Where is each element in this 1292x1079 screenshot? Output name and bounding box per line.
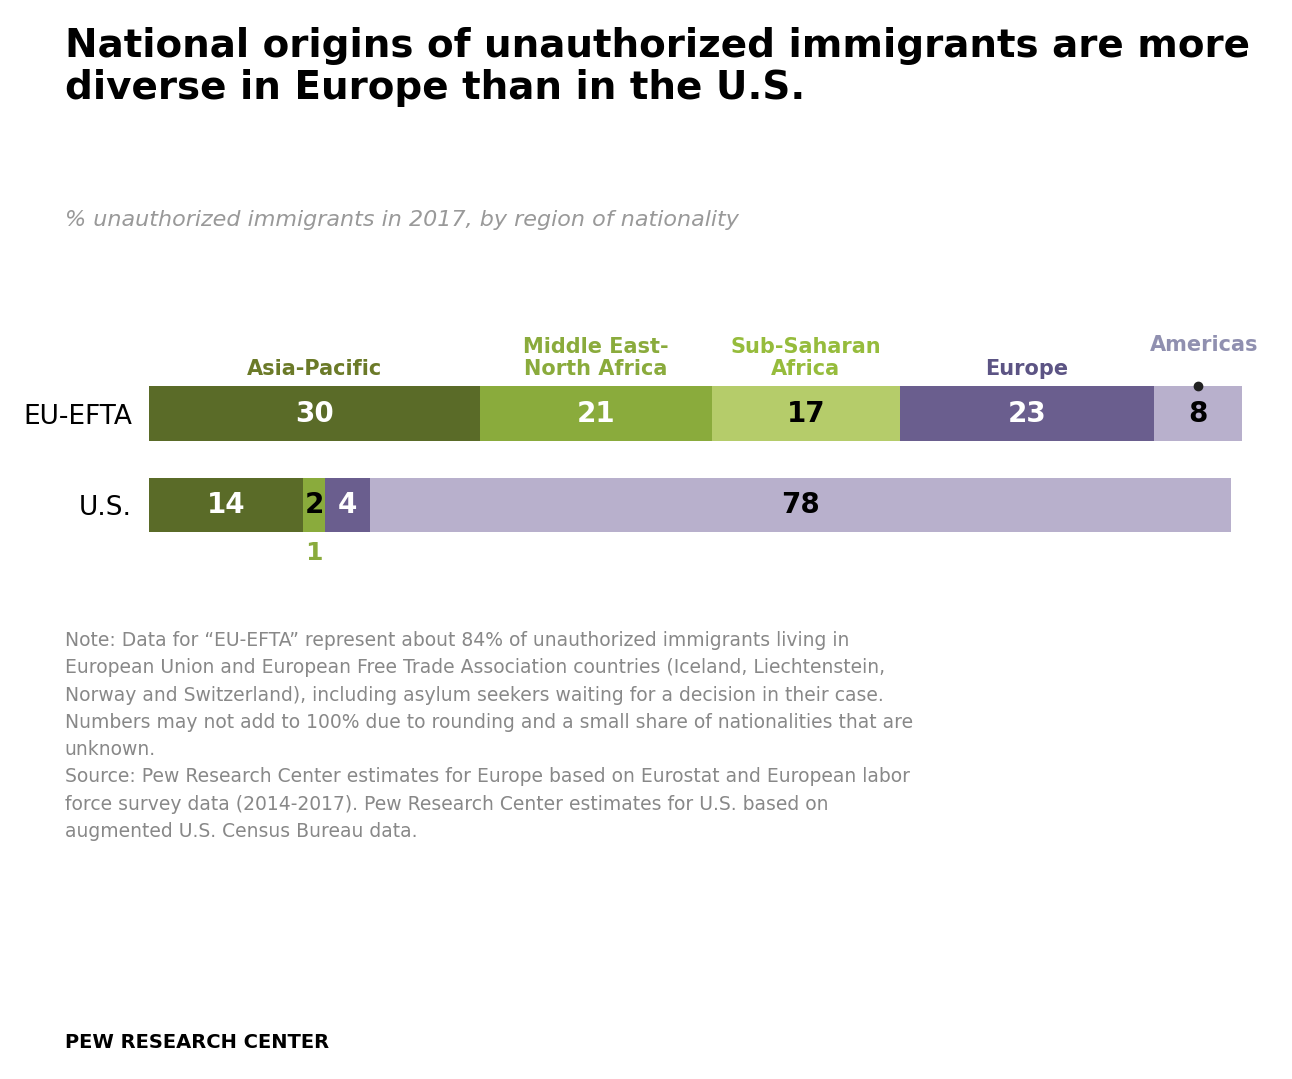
Bar — [1154, 386, 1242, 441]
Text: 14: 14 — [207, 491, 245, 519]
Text: Europe: Europe — [986, 359, 1068, 379]
Text: 8: 8 — [1189, 399, 1208, 427]
Text: 4: 4 — [337, 491, 357, 519]
Bar — [370, 478, 1231, 532]
Text: Africa: Africa — [771, 359, 840, 379]
Text: Note: Data for “EU-EFTA” represent about 84% of unauthorized immigrants living i: Note: Data for “EU-EFTA” represent about… — [65, 631, 912, 841]
Text: 23: 23 — [1008, 399, 1047, 427]
Text: % unauthorized immigrants in 2017, by region of nationality: % unauthorized immigrants in 2017, by re… — [65, 210, 739, 231]
Bar — [149, 386, 481, 441]
Bar — [712, 386, 899, 441]
Text: 2: 2 — [305, 491, 324, 519]
Text: Sub-Saharan: Sub-Saharan — [730, 337, 881, 357]
Text: National origins of unauthorized immigrants are more
diverse in Europe than in t: National origins of unauthorized immigra… — [65, 27, 1249, 108]
Bar — [304, 478, 326, 532]
Text: 21: 21 — [576, 399, 615, 427]
Text: 30: 30 — [295, 399, 333, 427]
Text: North Africa: North Africa — [525, 359, 668, 379]
Text: PEW RESEARCH CENTER: PEW RESEARCH CENTER — [65, 1033, 328, 1052]
Bar — [899, 386, 1154, 441]
Text: 1: 1 — [305, 541, 323, 564]
Text: Americas: Americas — [1150, 336, 1258, 355]
Bar — [149, 478, 304, 532]
Text: Middle East-: Middle East- — [523, 337, 669, 357]
Text: 78: 78 — [780, 491, 819, 519]
Bar — [481, 386, 712, 441]
Text: Asia-Pacific: Asia-Pacific — [247, 359, 382, 379]
Text: 17: 17 — [787, 399, 826, 427]
Bar — [326, 478, 370, 532]
